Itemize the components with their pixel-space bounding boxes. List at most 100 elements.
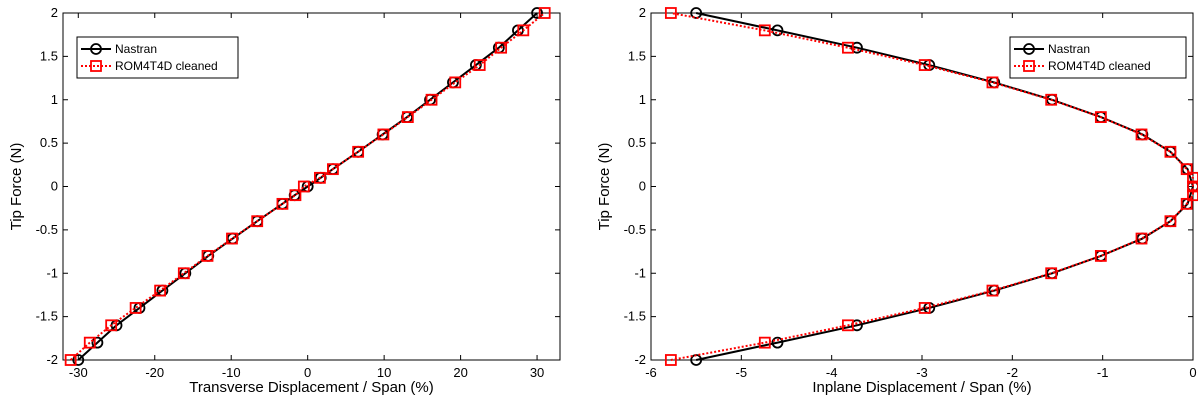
legend-label-0: Nastran: [1048, 42, 1090, 56]
y-tick-label: 0: [51, 179, 58, 194]
legend-marker-0: [90, 43, 102, 55]
data-point: [377, 128, 390, 141]
legend-marker-1: [90, 60, 102, 72]
data-point: [538, 7, 551, 19]
data-point: [226, 232, 238, 245]
data-point: [918, 302, 931, 314]
data-point: [1164, 215, 1177, 228]
data-point: [1045, 93, 1058, 106]
data-point: [531, 7, 543, 19]
data-point: [314, 171, 326, 184]
x-tick-label: -4: [826, 365, 838, 380]
y-tick-label: -1: [46, 265, 58, 280]
data-point: [771, 336, 784, 349]
data-point: [851, 41, 863, 54]
data-point: [177, 267, 190, 280]
x-tick-label: -10: [222, 365, 241, 380]
y-tick-label: -2: [46, 352, 58, 367]
y-tick-label: 2: [51, 5, 58, 20]
y-tick-label: -0.5: [36, 222, 58, 237]
x-tick-label: -5: [736, 365, 748, 380]
x-tick-label: 0: [1189, 365, 1196, 380]
data-point: [154, 284, 167, 297]
data-point: [91, 336, 104, 349]
data-point: [129, 302, 142, 314]
x-tick-label: 0: [304, 365, 311, 380]
data-point: [276, 197, 289, 210]
data-point: [201, 249, 214, 262]
data-point: [842, 41, 854, 54]
data-point: [1094, 249, 1107, 262]
chart-right-inplane: -6 -5 -4 -3 -2 -1 0 -2 -1.5 -1 -0.5 0 0.5 1 1.5 2 Inplan…: [596, 5, 1198, 396]
data-point: [1187, 171, 1198, 184]
data-point: [690, 7, 703, 19]
data-point: [401, 111, 414, 123]
data-point: [1187, 189, 1198, 202]
legend-marker-1: [1023, 60, 1035, 72]
data-point: [1180, 163, 1193, 176]
data-point: [986, 76, 999, 89]
series-line-1: [670, 12, 1194, 361]
x-tick-label: -2: [1007, 365, 1019, 380]
chart-left-transverse: -30 -20 -10 0 10 20 30 -2 -1.5 -1 -0.5 0 0.5 1 1.5 2 Tra…: [8, 5, 561, 396]
data-point: [297, 180, 310, 193]
data-point: [449, 76, 462, 89]
legend-label-1: ROM4T4D cleaned: [1048, 59, 1151, 73]
x-tick-label: -20: [145, 365, 164, 380]
y-tick-label: -1: [634, 265, 646, 280]
data-point: [664, 354, 677, 366]
y-axis-label: Tip Force (N): [8, 143, 25, 231]
data-point: [352, 145, 365, 158]
x-tick-label: 30: [530, 365, 544, 380]
data-point: [1180, 197, 1193, 210]
y-tick-label: 1.5: [628, 48, 646, 63]
data-point: [1135, 232, 1148, 245]
data-point: [289, 189, 302, 202]
data-point: [758, 336, 771, 349]
data-point: [1045, 267, 1058, 280]
legend-box: [76, 36, 239, 79]
data-point: [72, 354, 85, 366]
data-point: [664, 7, 677, 19]
y-tick-label: -0.5: [624, 222, 646, 237]
y-tick-label: 0.5: [40, 135, 58, 150]
data-point: [473, 59, 486, 71]
data-point: [1135, 128, 1148, 141]
legend-label-1: ROM4T4D cleaned: [115, 59, 218, 73]
legend-box: [1009, 36, 1187, 79]
series-line-1: [69, 12, 546, 361]
y-tick-label: -2: [634, 352, 646, 367]
data-point: [1164, 145, 1177, 158]
x-tick-label: -30: [69, 365, 88, 380]
y-tick-label: 0: [639, 179, 646, 194]
legend-label-0: Nastran: [115, 42, 157, 56]
x-axis-label: Inplane Displacement / Span (%): [812, 379, 1031, 396]
x-axis-label: Transverse Displacement / Span (%): [189, 379, 434, 396]
data-point: [425, 93, 438, 106]
y-tick-label: -1.5: [624, 309, 646, 324]
y-tick-label: 1: [51, 92, 58, 107]
data-point: [495, 41, 508, 54]
data-point: [758, 24, 771, 37]
x-tick-label: 10: [377, 365, 391, 380]
y-tick-label: 0.5: [628, 135, 646, 150]
x-tick-label: 20: [453, 365, 467, 380]
data-point: [771, 24, 784, 37]
x-tick-label: -6: [645, 365, 657, 380]
x-tick-label: -3: [916, 365, 928, 380]
y-tick-label: 1: [639, 92, 646, 107]
x-tick-label: -1: [1097, 365, 1109, 380]
data-point: [1094, 111, 1107, 123]
data-point: [251, 215, 264, 228]
y-tick-label: 1.5: [40, 48, 58, 63]
y-tick-label: -1.5: [36, 309, 58, 324]
data-point: [1187, 180, 1198, 193]
y-tick-label: 2: [639, 5, 646, 20]
legend-marker-0: [1023, 43, 1035, 55]
data-point: [517, 24, 530, 37]
data-point: [918, 59, 931, 71]
data-point: [83, 336, 96, 349]
data-point: [986, 284, 999, 297]
data-point: [842, 319, 854, 332]
